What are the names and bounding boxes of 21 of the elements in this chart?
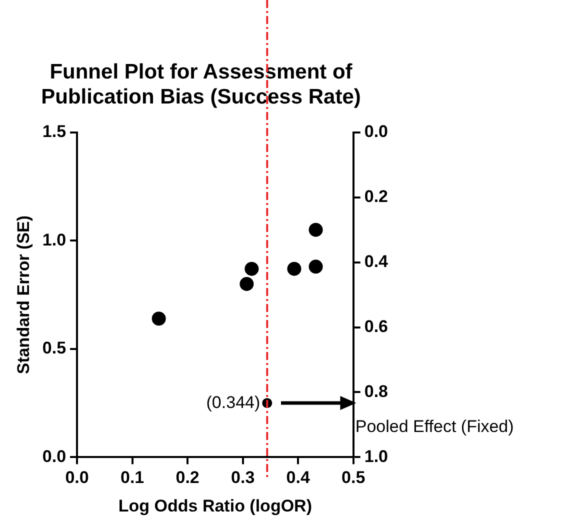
y-tick-label: 0.0 <box>42 446 66 466</box>
x-tick-label: 0.4 <box>286 468 310 488</box>
y2-tick-label: 1.0 <box>364 446 388 466</box>
y2-tick-label: 0.2 <box>364 187 388 206</box>
y2-tick-label: 0.8 <box>364 382 388 401</box>
annotation: (0.344) <box>206 392 260 412</box>
x-axis-title: Log Odds Ratio (logOR) <box>118 496 312 516</box>
y-axis-title: Standard Error (SE) <box>14 215 33 374</box>
y-tick-label: 1.0 <box>42 230 66 250</box>
x-tick-label: 0.0 <box>65 468 89 488</box>
chart-title: Funnel Plot for Assessment of Publication Bias (Success Rate) <box>41 60 361 109</box>
text: Pooled Effect (Fixed) <box>355 416 514 436</box>
y2-tick-label: 0.6 <box>364 316 388 336</box>
x-tick-label: 0.3 <box>231 468 255 488</box>
y2-tick-label: 0.0 <box>364 122 388 142</box>
y-tick-label: 1.5 <box>42 122 66 142</box>
x-tick-label: 0.2 <box>176 468 200 488</box>
y2-tick-label: 0.4 <box>364 252 389 272</box>
x-tick-label: 0.5 <box>342 468 366 488</box>
y-tick-label: 0.5 <box>42 338 66 358</box>
x-tick-label: 0.1 <box>120 468 144 488</box>
